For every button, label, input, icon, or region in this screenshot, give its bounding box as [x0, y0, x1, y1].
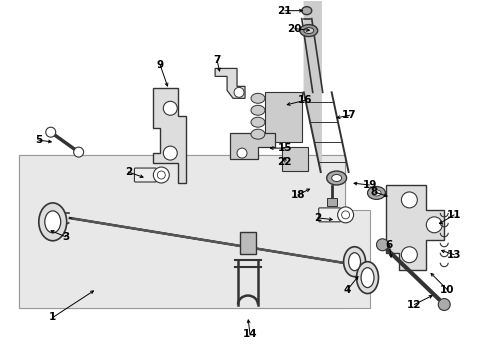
Ellipse shape	[39, 203, 67, 241]
Circle shape	[74, 147, 84, 157]
Text: 13: 13	[447, 250, 462, 260]
Polygon shape	[19, 155, 369, 307]
Text: 4: 4	[344, 284, 351, 294]
Circle shape	[401, 247, 417, 263]
Text: 12: 12	[407, 300, 421, 310]
Text: 2: 2	[125, 167, 132, 177]
Circle shape	[401, 192, 417, 208]
Circle shape	[234, 87, 244, 97]
Ellipse shape	[251, 129, 265, 139]
Polygon shape	[387, 185, 444, 270]
Text: 1: 1	[49, 312, 56, 323]
Circle shape	[163, 101, 177, 115]
Circle shape	[153, 167, 169, 183]
Polygon shape	[230, 133, 275, 159]
Circle shape	[157, 171, 165, 179]
FancyBboxPatch shape	[265, 92, 302, 142]
Text: 2: 2	[314, 213, 321, 223]
Ellipse shape	[300, 24, 318, 37]
Polygon shape	[153, 88, 186, 183]
FancyBboxPatch shape	[282, 147, 308, 171]
Text: 6: 6	[386, 240, 393, 250]
Ellipse shape	[251, 117, 265, 127]
Text: 5: 5	[35, 135, 43, 145]
Text: 7: 7	[214, 55, 221, 66]
Text: 15: 15	[278, 143, 292, 153]
Ellipse shape	[304, 28, 314, 33]
Circle shape	[426, 217, 442, 233]
Circle shape	[342, 211, 349, 219]
Text: 10: 10	[440, 284, 454, 294]
Text: 22: 22	[278, 157, 292, 167]
Ellipse shape	[348, 253, 361, 271]
Ellipse shape	[332, 175, 342, 181]
Ellipse shape	[376, 239, 389, 251]
Ellipse shape	[251, 105, 265, 115]
Text: 21: 21	[278, 6, 292, 15]
Polygon shape	[215, 68, 245, 98]
Ellipse shape	[302, 7, 312, 15]
Text: 11: 11	[447, 210, 462, 220]
Text: 9: 9	[157, 60, 164, 71]
FancyBboxPatch shape	[327, 198, 337, 206]
Circle shape	[338, 207, 354, 223]
Ellipse shape	[357, 262, 378, 293]
Ellipse shape	[251, 93, 265, 103]
Text: 19: 19	[362, 180, 377, 190]
Text: 17: 17	[343, 110, 357, 120]
Text: 3: 3	[62, 232, 69, 242]
Text: 8: 8	[371, 187, 378, 197]
Circle shape	[163, 146, 177, 160]
Ellipse shape	[343, 247, 366, 276]
Ellipse shape	[45, 211, 61, 233]
FancyBboxPatch shape	[134, 168, 156, 182]
Polygon shape	[19, 155, 344, 307]
Ellipse shape	[372, 190, 381, 196]
Text: 18: 18	[291, 190, 305, 200]
FancyBboxPatch shape	[240, 232, 256, 254]
Text: 16: 16	[297, 95, 312, 105]
Circle shape	[237, 148, 247, 158]
Circle shape	[46, 127, 56, 137]
Ellipse shape	[368, 186, 386, 199]
Text: 14: 14	[243, 329, 257, 339]
Ellipse shape	[327, 171, 346, 185]
Circle shape	[438, 298, 450, 310]
Ellipse shape	[361, 268, 374, 288]
FancyBboxPatch shape	[318, 208, 341, 222]
Text: 20: 20	[288, 24, 302, 33]
